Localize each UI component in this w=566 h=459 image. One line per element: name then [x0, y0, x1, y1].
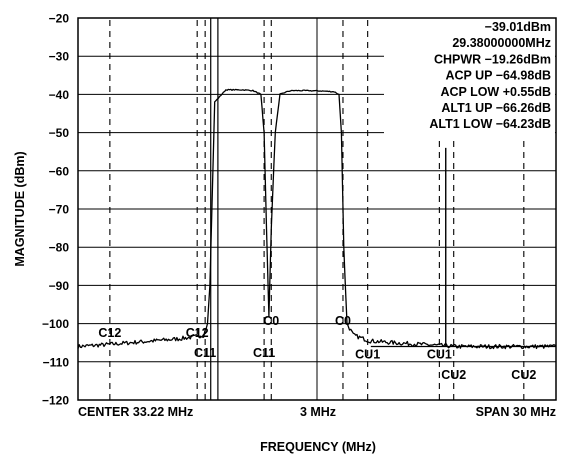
readout-row: ACP UP −64.98dB: [446, 69, 552, 83]
y-tick-label: −50: [49, 126, 70, 140]
x-tick-left: CENTER 33.22 MHz: [78, 405, 193, 419]
x-axis-title: FREQUENCY (MHz): [260, 440, 376, 454]
marker-label-c11: C11: [194, 346, 216, 360]
y-tick-label: −90: [49, 279, 70, 293]
readout-row: 29.38000000MHz: [452, 36, 551, 50]
readout-row: −39.01dBm: [485, 20, 551, 34]
marker-label-c11: C11: [253, 346, 275, 360]
readout-row: ACP LOW +0.55dB: [440, 85, 551, 99]
y-tick-label: −70: [49, 203, 70, 217]
plot-frame: [77, 17, 557, 401]
marker-label-cu1: CU1: [427, 348, 452, 362]
y-tick-label: −40: [49, 88, 70, 102]
x-tick-center: 3 MHz: [300, 405, 336, 419]
y-axis-title: MAGNITUDE (dBm): [13, 151, 27, 266]
readout-background: [384, 19, 555, 137]
y-tick-label: −20: [49, 12, 70, 26]
measurement-readout: −39.01dBm 29.38000000MHz CHPWR −19.26dBm AC…: [384, 19, 555, 137]
y-tick-label: −80: [49, 241, 70, 255]
marker-label-cu2: CU2: [441, 368, 466, 382]
x-tick-right: SPAN 30 MHz: [476, 405, 556, 419]
y-tick-labels: −20 −30 −40 −50 −60 −70 −80 −90 −100 −110 −120: [42, 12, 69, 408]
marker-label-cu1: CU1: [355, 348, 380, 362]
readout-row: CHPWR −19.26dBm: [434, 52, 551, 66]
y-tick-label: −110: [43, 355, 70, 369]
y-tick-label: −60: [49, 164, 70, 178]
marker-label-c0: C0: [263, 314, 279, 328]
readout-row: ALT1 UP −66.26dB: [441, 101, 551, 115]
plot-grid: [78, 18, 556, 400]
y-tick-label: −100: [42, 317, 69, 331]
spectrum-trace: [77, 88, 557, 350]
y-tick-label: −120: [42, 394, 69, 408]
marker-label-c12: C12: [98, 326, 121, 340]
marker-label-cu2: CU2: [511, 368, 536, 382]
trace-line: [77, 88, 557, 350]
y-tick-label: −30: [49, 50, 70, 64]
readout-row: ALT1 LOW −64.23dB: [429, 117, 551, 131]
